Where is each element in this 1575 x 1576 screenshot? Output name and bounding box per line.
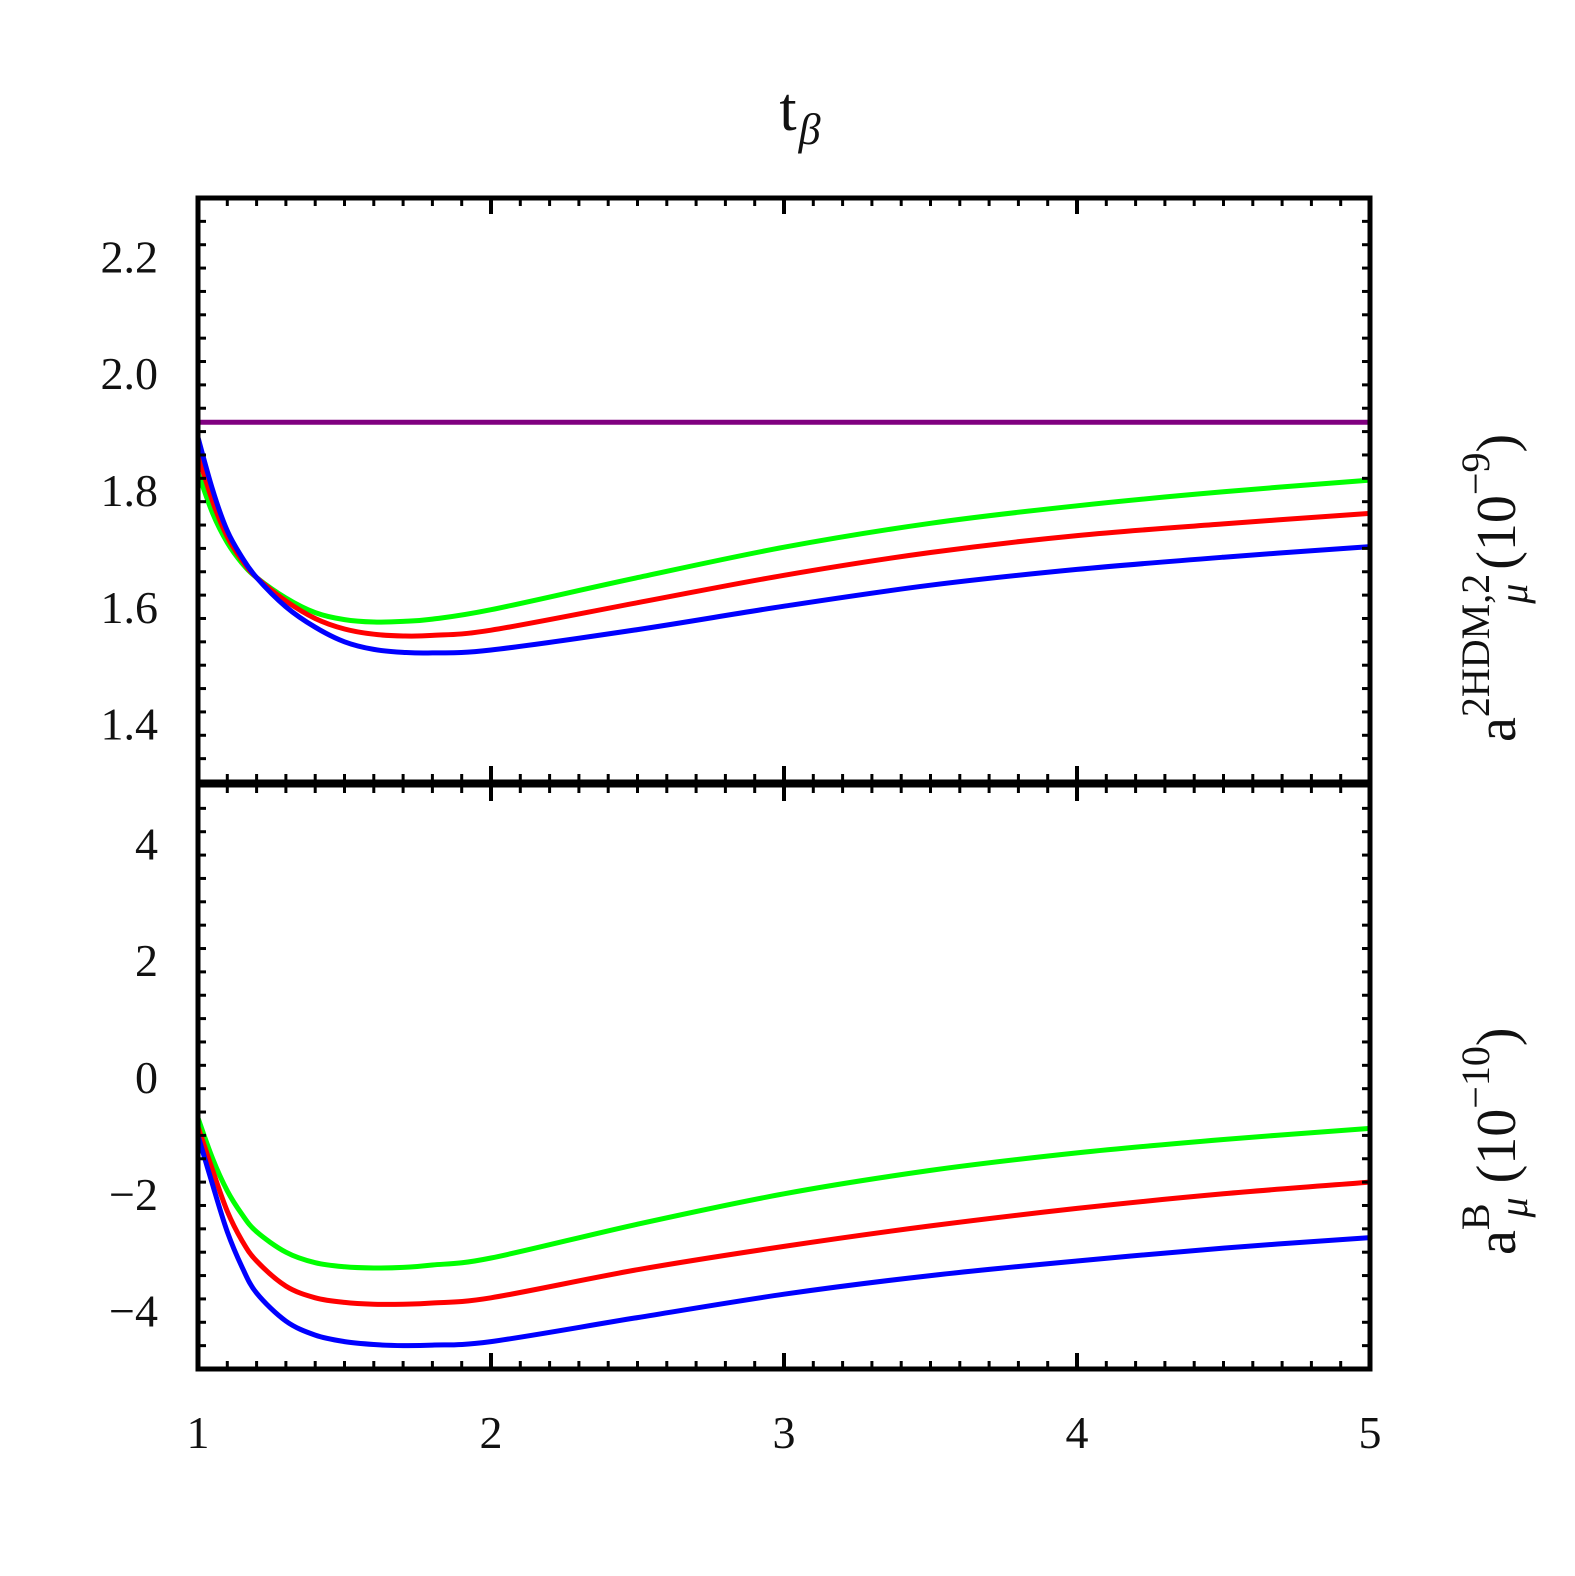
bottom-ytick-label: 4	[135, 818, 158, 869]
chart-title-sub: β	[798, 105, 821, 154]
bottom-series-line-2	[198, 1132, 1370, 1349]
bottom-panel: −4 −2 0 2 4 1 2 3 4 5	[109, 782, 1382, 1458]
top-ytick-label: 1.4	[101, 699, 159, 750]
bottom-ytick-label: 2	[135, 935, 158, 986]
top-series-line-1	[198, 470, 1370, 625]
top-ytick-label: 1.8	[101, 465, 159, 516]
bottom-ylabel-unit-open: (10	[1466, 1108, 1528, 1184]
top-ytick-label: 1.6	[101, 582, 159, 633]
bottom-ytick-label: −2	[109, 1169, 158, 1220]
xtick-label: 1	[187, 1407, 210, 1458]
top-ylabel-base: a	[1466, 717, 1528, 742]
xtick-label: 2	[480, 1407, 503, 1458]
bottom-ylabel-unit: (10−10)	[1453, 1027, 1528, 1184]
bottom-ylabel-unit-close: )	[1466, 1027, 1528, 1047]
bottom-series-line-0	[198, 1115, 1370, 1271]
top-series-line-3	[198, 434, 1370, 656]
bottom-ylabel-base: a	[1466, 1230, 1528, 1255]
top-ylabel-unit-exp: −9	[1453, 452, 1498, 496]
bottom-series-line-1	[198, 1124, 1370, 1307]
top-ylabel-unit: (10−9)	[1453, 433, 1528, 570]
top-ytick-label: 2.2	[101, 231, 159, 282]
top-ylabel-unit-open: (10	[1466, 495, 1528, 570]
bottom-ylabel-unit-exp: −10	[1453, 1046, 1498, 1109]
xtick-label: 3	[773, 1407, 796, 1458]
top-ylabel-sub: μ	[1491, 583, 1536, 604]
bottom-plot-frame	[195, 782, 1373, 1372]
top-plot-frame	[195, 195, 1373, 785]
bottom-ytick-label: −4	[109, 1286, 158, 1337]
top-panel: 1.4 1.6 1.8 2.0 2.2	[101, 195, 1373, 785]
top-y-axis-label: a2HDM,2μ (10−9)	[1452, 434, 1537, 742]
bottom-ytick-label: 0	[135, 1052, 158, 1103]
chart-title: tβ	[700, 75, 900, 155]
xtick-label: 4	[1066, 1407, 1089, 1458]
bottom-y-axis-label: aBμ (10−10)	[1452, 1028, 1537, 1256]
chart-title-main: t	[779, 76, 797, 144]
top-ylabel-unit-close: )	[1466, 433, 1528, 453]
bottom-ylabel-sub: μ	[1491, 1197, 1536, 1218]
xtick-label: 5	[1359, 1407, 1382, 1458]
top-ytick-label: 2.0	[101, 348, 159, 399]
